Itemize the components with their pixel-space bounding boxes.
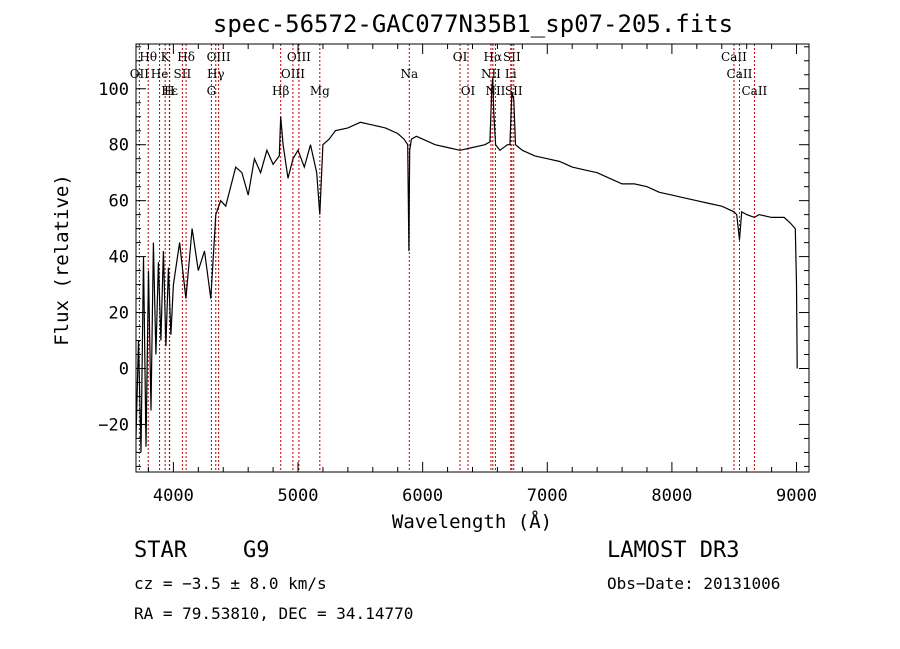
line-marker-label: H	[164, 84, 174, 98]
line-marker-label: Hβ	[272, 84, 289, 98]
coordinates-text: RA = 79.53810, DEC = 34.14770	[134, 604, 414, 623]
x-tick-label: 6000	[402, 486, 443, 506]
line-marker-label: CaII	[721, 50, 747, 64]
line-marker-label: CaII	[727, 67, 753, 81]
line-marker-label: Hα	[484, 50, 503, 64]
line-marker-label: SII	[174, 67, 192, 81]
x-axis-label: Wavelength (Å)	[392, 510, 552, 533]
line-marker-label: OI	[461, 84, 476, 98]
line-marker-label: OIII	[281, 67, 305, 81]
line-marker-label: Na	[400, 67, 418, 81]
plot-frame	[135, 43, 810, 473]
flux-series-line	[135, 77, 798, 453]
object-subclass: G9	[243, 538, 270, 563]
object-class: STAR	[134, 538, 187, 563]
line-marker-label: Hγ	[207, 67, 225, 81]
line-marker-label: NII	[481, 67, 501, 81]
y-tick-label: 80	[109, 136, 129, 156]
x-tick-label: 5000	[278, 486, 319, 506]
line-marker-label: Hθ	[139, 50, 157, 64]
x-tick-label: 7000	[527, 486, 568, 506]
x-tick-label: 9000	[776, 486, 817, 506]
line-marker-label: Hε	[161, 84, 178, 98]
line-marker-label: OII	[130, 67, 150, 81]
line-marker-label: Li	[505, 67, 517, 81]
line-marker-label: He	[151, 67, 169, 81]
y-tick-label: 40	[109, 248, 129, 268]
line-marker-label: OI	[453, 50, 468, 64]
x-tick-label: 8000	[651, 486, 692, 506]
y-tick-label: −20	[98, 415, 129, 435]
line-marker-label: OIII	[287, 50, 311, 64]
line-marker-label: NII	[485, 84, 505, 98]
redshift-text: cz = −3.5 ± 8.0 km/s	[134, 574, 327, 593]
observation-date: Obs−Date: 20131006	[607, 574, 781, 593]
chart-title: spec-56572-GAC077N35B1_sp07-205.fits	[213, 10, 733, 38]
line-marker-label: CaII	[741, 84, 767, 98]
y-tick-label: 100	[98, 80, 129, 100]
line-marker-label: SII	[505, 84, 523, 98]
y-tick-label: 60	[109, 192, 129, 212]
y-axis: −20 0 20 40 60 80 100	[98, 46, 809, 467]
line-marker-label: Hδ	[177, 50, 195, 64]
line-marker-label: K	[161, 50, 171, 64]
y-axis-label: Flux (relative)	[51, 174, 73, 346]
x-tick-label: 4000	[153, 486, 194, 506]
x-axis: 4000 5000 6000 7000 8000 9000	[147, 44, 817, 506]
survey-name: LAMOST DR3	[607, 538, 740, 563]
y-tick-label: 20	[109, 304, 129, 324]
line-marker-label: Mg	[310, 84, 330, 98]
line-marker-label: G	[207, 84, 217, 98]
y-tick-label: 0	[119, 359, 129, 379]
line-marker-label: SII	[503, 50, 521, 64]
line-marker-label: OIII	[207, 50, 231, 64]
